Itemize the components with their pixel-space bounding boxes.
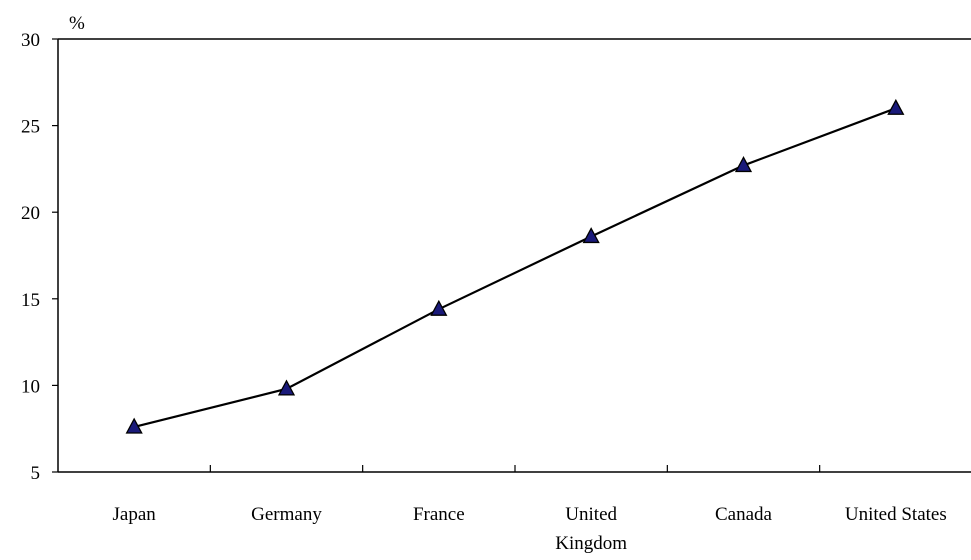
y-tick-label: 5: [31, 463, 41, 484]
data-point-marker: [430, 299, 448, 316]
x-category-label: Germany: [251, 504, 322, 525]
y-unit-label: %: [69, 13, 85, 34]
series-line: [133, 107, 897, 429]
x-category-label: Canada: [715, 504, 773, 525]
data-point-marker: [277, 379, 296, 396]
y-tick-label: 30: [21, 30, 40, 51]
data-point-marker: [887, 98, 905, 115]
y-tick-label: 10: [21, 376, 40, 397]
y-axis-ticks: 5 10 15 20 25 30: [21, 30, 58, 484]
x-category-label: Japan: [113, 504, 157, 525]
data-point-marker: [582, 227, 600, 244]
y-tick-label: 25: [21, 117, 40, 138]
x-category-label: United Kingdom: [555, 504, 627, 554]
y-tick-label: 15: [21, 290, 40, 311]
data-point-marker: [734, 156, 753, 173]
axes: [57, 38, 971, 473]
series-layer: [125, 98, 905, 434]
y-tick-label: 20: [21, 203, 40, 224]
x-category-label: United States: [845, 504, 947, 525]
data-point-marker: [125, 417, 143, 434]
x-category-label: France: [413, 504, 465, 525]
x-axis-labels: Japan Germany France United Kingdom Canada Uni…: [113, 504, 947, 554]
